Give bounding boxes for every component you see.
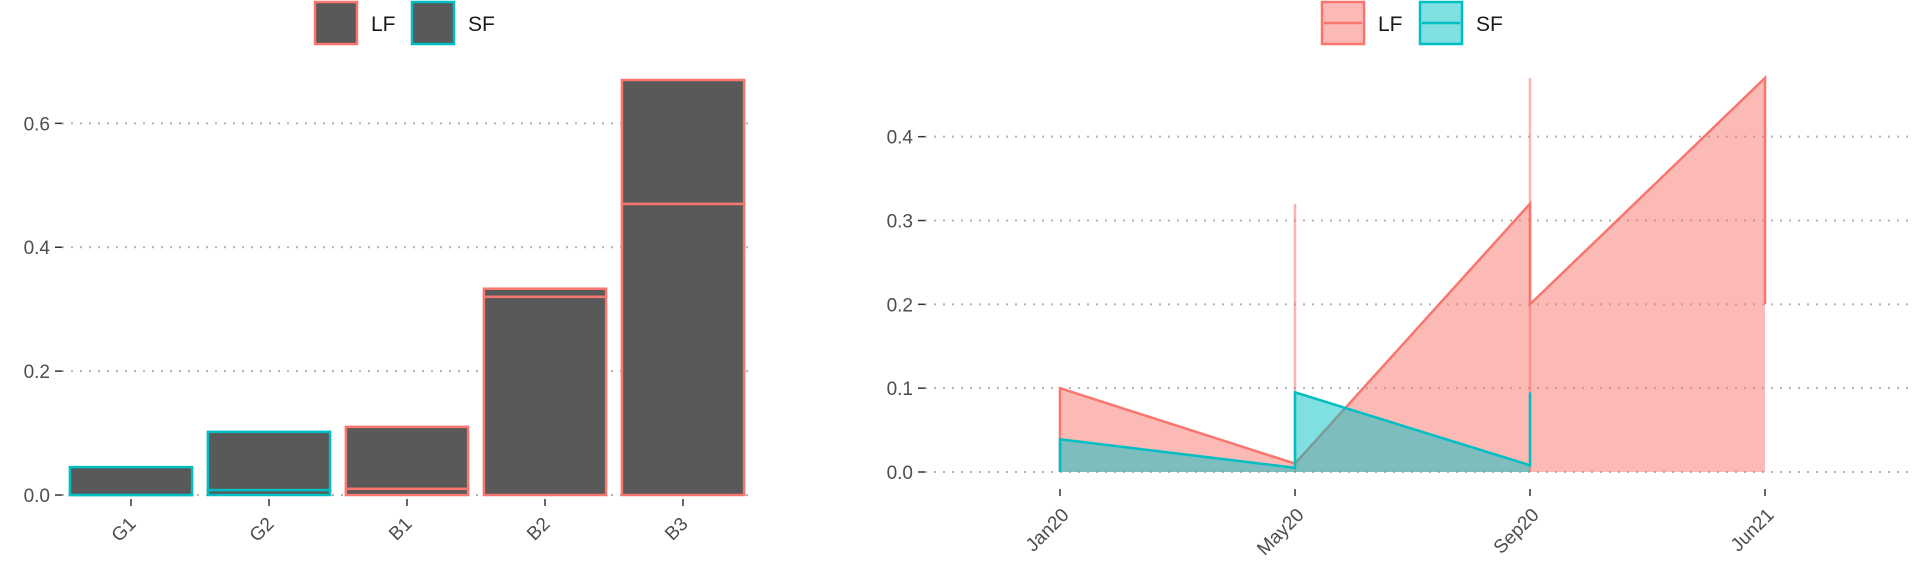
bar-segment-b3 bbox=[620, 202, 746, 497]
bar-segment-b2 bbox=[482, 295, 608, 497]
bar-segment-b2 bbox=[482, 287, 608, 299]
x-tick-label: Jun21 bbox=[1727, 505, 1778, 556]
bar-chart-panel: 0.0 0.2 0.4 0.6 G1 G2 B1 B2 B3 LF SF bbox=[24, 0, 752, 547]
legend-label: SF bbox=[1476, 13, 1503, 36]
area-chart-panel: 0.0 0.1 0.2 0.3 0.4 Jan20 May20 Sep20 Jun21 LF SF bbox=[887, 0, 1915, 560]
x-tick-label: B1 bbox=[385, 514, 416, 545]
bar-segment-g2 bbox=[206, 430, 332, 492]
x-tick-label: G1 bbox=[108, 514, 141, 547]
legend-label: LF bbox=[371, 13, 396, 36]
line-sf bbox=[1058, 390, 1532, 472]
y-tick-label: 0.4 bbox=[24, 238, 51, 259]
legend-key-lf bbox=[313, 0, 359, 46]
legend-label: SF bbox=[468, 13, 495, 36]
y-tick-label: 0.2 bbox=[887, 295, 913, 316]
bar-segment-b3 bbox=[620, 78, 746, 206]
y-tick-label: 0.3 bbox=[887, 212, 913, 233]
x-tick-label: B3 bbox=[661, 514, 692, 545]
y-tick-label: 0.4 bbox=[887, 128, 914, 149]
area-lf bbox=[1060, 78, 1765, 472]
y-tick-label: 0.1 bbox=[887, 379, 913, 400]
legend: LF SF bbox=[313, 0, 495, 46]
x-tick-label: B2 bbox=[523, 514, 554, 545]
bar-segment-b1 bbox=[344, 425, 470, 491]
x-tick-label: G2 bbox=[246, 514, 279, 547]
y-tick-label: 0.0 bbox=[887, 463, 913, 484]
x-tick-label: May20 bbox=[1253, 505, 1308, 560]
y-tick-label: 0.0 bbox=[24, 486, 50, 507]
legend-label: LF bbox=[1378, 13, 1403, 36]
legend: LF SF bbox=[1320, 0, 1503, 46]
y-tick-label: 0.2 bbox=[24, 362, 50, 383]
bar-segment-g1 bbox=[68, 465, 194, 497]
legend-key-sf bbox=[410, 0, 456, 46]
x-tick-label: Sep20 bbox=[1490, 505, 1544, 559]
y-tick-label: 0.6 bbox=[24, 114, 50, 135]
x-tick-label: Jan20 bbox=[1022, 505, 1073, 556]
